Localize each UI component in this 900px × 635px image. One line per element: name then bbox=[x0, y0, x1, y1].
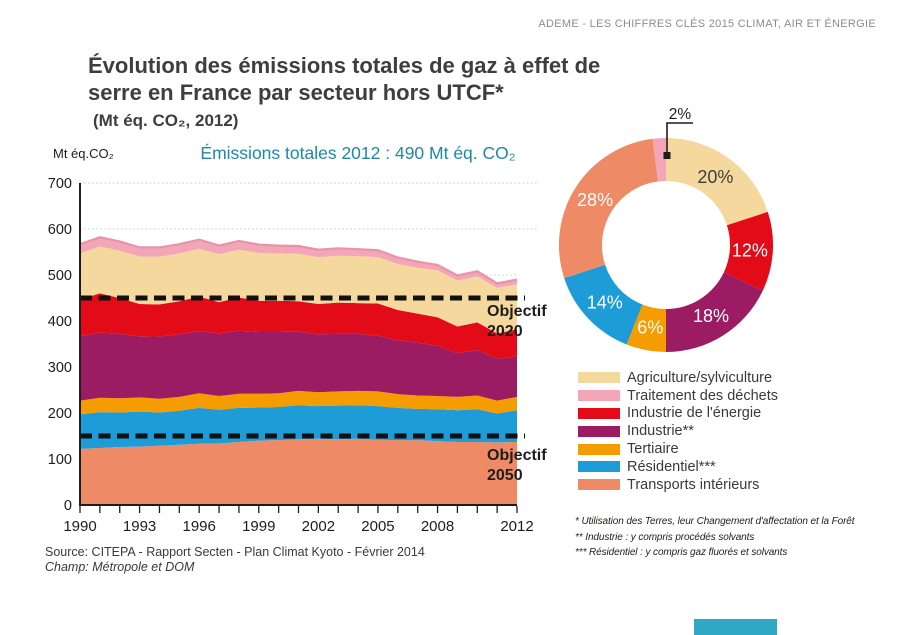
donut-label-traitement-des-dechets: 2% bbox=[669, 106, 692, 123]
legend-item-traitement-des-dechets: Traitement des déchets bbox=[578, 387, 778, 405]
page-footer-bar bbox=[694, 619, 777, 635]
y-tick-label-300: 300 bbox=[48, 360, 72, 376]
legend-item-transports-interieurs: Transports intérieurs bbox=[578, 476, 778, 494]
donut-segment-industrie-de-l-energie bbox=[723, 211, 774, 291]
donut-label-industrie-de-l-energie: 12% bbox=[732, 240, 768, 260]
x-tick-label-1996: 1996 bbox=[182, 518, 215, 535]
legend-swatch bbox=[578, 390, 620, 402]
donut-label-agriculture-sylviculture: 20% bbox=[697, 167, 733, 187]
objective-2050-label: Objectif 2050 bbox=[487, 446, 547, 486]
donut-label-residentiel: 14% bbox=[587, 293, 623, 313]
donut-chart: 20% 12% 18% 6% 14% 28% 2% bbox=[558, 106, 774, 352]
x-tick-label-2012: 2012 bbox=[500, 518, 533, 535]
footnote-residentiel: *** Résidentiel : y compris gaz fluorés … bbox=[575, 547, 788, 558]
callout-line bbox=[666, 122, 693, 155]
legend-label: Agriculture/sylviculture bbox=[627, 369, 773, 386]
area-series-industrie bbox=[80, 330, 517, 401]
donut-segment-industrie bbox=[666, 272, 763, 352]
report-header: ADEME - LES CHIFFRES CLÉS 2015 CLIMAT, A… bbox=[538, 18, 876, 30]
page-title-line2: serre en France par secteur hors UTCF* bbox=[88, 80, 504, 105]
legend-swatch bbox=[578, 425, 620, 437]
legend-label: Tertiaire bbox=[627, 441, 679, 458]
y-tick-label-500: 500 bbox=[48, 268, 72, 284]
source-line: Source: CITEPA - Rapport Secten - Plan C… bbox=[45, 545, 425, 559]
donut-segment-agriculture-sylviculture bbox=[666, 137, 768, 226]
x-tick-label-1990: 1990 bbox=[63, 518, 96, 535]
y-tick-label-200: 200 bbox=[48, 406, 72, 422]
objective-2020-label: Objectif 2020 bbox=[487, 302, 547, 342]
donut-segment-tertiaire bbox=[626, 304, 666, 352]
objective-2020-word: Objectif bbox=[487, 303, 547, 320]
legend-swatch bbox=[578, 479, 620, 491]
legend-swatch bbox=[578, 461, 620, 473]
x-tick-label-2005: 2005 bbox=[361, 518, 394, 535]
page-title: Évolution des émissions totales de gaz à… bbox=[88, 52, 600, 106]
y-tick-label-0: 0 bbox=[64, 498, 72, 514]
legend-label: Industrie** bbox=[627, 423, 694, 440]
legend-swatch bbox=[578, 407, 620, 419]
axes bbox=[79, 183, 517, 506]
legend-item-industrie-de-l-energie: Industrie de l'énergie bbox=[578, 405, 778, 423]
page-title-line1: Évolution des émissions totales de gaz à… bbox=[88, 53, 601, 78]
area-series-agriculture-sylviculture bbox=[80, 246, 517, 334]
x-tick-label-2002: 2002 bbox=[302, 518, 335, 535]
legend-item-residentiel: Résidentiel*** bbox=[578, 458, 778, 476]
area-series-residentiel bbox=[80, 405, 517, 449]
y-tick-label-400: 400 bbox=[48, 314, 72, 330]
legend-label: Transports intérieurs bbox=[627, 476, 760, 493]
legend-label: Traitement des déchets bbox=[627, 387, 778, 404]
area-series-traitement-des-dechets bbox=[80, 237, 517, 288]
donut-label-industrie: 18% bbox=[693, 306, 729, 326]
donut-segment-transports-interieurs bbox=[558, 138, 658, 279]
legend-item-tertiaire: Tertiaire bbox=[578, 440, 778, 458]
area-series-industrie-de-l-energie bbox=[80, 293, 517, 359]
y-tick-label-100: 100 bbox=[48, 452, 72, 468]
objective-2020-year: 2020 bbox=[487, 323, 523, 340]
footnote-industrie: ** Industrie : y compris procédés solvan… bbox=[575, 531, 755, 543]
objective-2050-year: 2050 bbox=[487, 467, 523, 484]
legend-label: Résidentiel*** bbox=[627, 458, 716, 475]
footnote-utcf: * Utilisation des Terres, leur Changemen… bbox=[575, 516, 855, 527]
donut-segment-residentiel bbox=[564, 264, 643, 345]
y-tick-label-700: 700 bbox=[48, 176, 72, 192]
legend: Agriculture/sylviculture Traitement des d… bbox=[578, 369, 778, 494]
scope-line: Champ: Métropole et DOM bbox=[45, 560, 195, 574]
area-series-transports-interieurs bbox=[80, 438, 517, 505]
y-tick-label-600: 600 bbox=[48, 222, 72, 238]
donut-segment-traitement-des-dechets bbox=[652, 137, 666, 182]
legend-item-industrie: Industrie** bbox=[578, 422, 778, 440]
total-emissions-annotation: Émissions totales 2012 : 490 Mt éq. CO₂ bbox=[200, 143, 516, 163]
x-tick-label-1999: 1999 bbox=[242, 518, 275, 535]
legend-label: Industrie de l'énergie bbox=[627, 405, 762, 422]
legend-swatch bbox=[578, 372, 620, 384]
legend-swatch bbox=[578, 443, 620, 455]
footnotes: * Utilisation des Terres, leur Changemen… bbox=[575, 514, 895, 561]
callout-marker bbox=[663, 152, 671, 159]
objective-2050-word: Objectif bbox=[487, 447, 547, 464]
donut-label-tertiaire: 6% bbox=[637, 318, 663, 338]
x-tick-label-1993: 1993 bbox=[123, 518, 156, 535]
area-series-tertiaire bbox=[80, 390, 517, 415]
chart-subtitle: (Mt éq. CO₂, 2012) bbox=[93, 111, 239, 130]
stacked-area-chart: 0 100 200 300 400 500 600 700 1990 1993 1996 1999 20… bbox=[48, 176, 538, 535]
total-top-edge bbox=[79, 236, 518, 285]
x-tick-label-2008: 2008 bbox=[421, 518, 454, 535]
y-axis-unit-label: Mt éq.CO₂ bbox=[53, 146, 114, 161]
legend-item-agriculture-sylviculture: Agriculture/sylviculture bbox=[578, 369, 778, 387]
donut-label-transports-interieurs: 28% bbox=[577, 190, 613, 210]
